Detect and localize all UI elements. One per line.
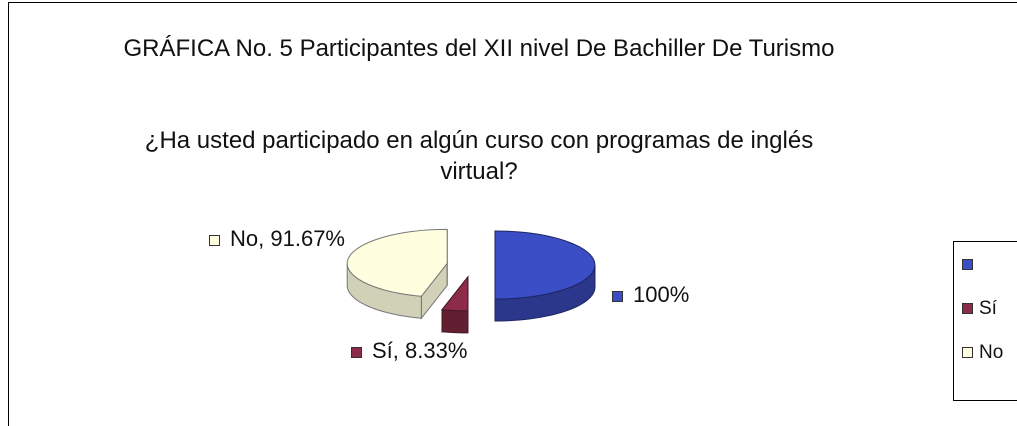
data-label: 100% [612,281,752,309]
legend-key [962,303,973,315]
label-key [209,234,221,246]
pie-slice [494,230,596,300]
legend-label: No [979,342,1004,363]
legend-key [962,347,973,359]
pie-slice [441,275,469,312]
label-key [351,346,362,358]
label-key [612,290,623,302]
pie-slice [346,228,448,297]
pie-area [346,228,596,334]
chart-title: GRÁFICA No. 5 Participantes del XII nive… [123,35,835,62]
legend: Sí No [953,241,1017,401]
chart-subtitle: ¿Ha usted participado en algún curso con… [144,127,814,185]
data-label-text: Sí, 8.33% [372,338,468,363]
data-label: Sí, 8.33% [351,337,551,365]
legend-item: No [962,342,1003,364]
data-label: No, 91.67% [205,225,345,253]
legend-item [962,254,979,276]
legend-item: Sí [962,298,997,320]
legend-key [962,259,973,271]
slice-side [441,309,469,334]
chart: GRÁFICA No. 5 Participantes del XII nive… [8,2,1017,426]
data-label-text: 100% [633,282,690,307]
data-label-text: No, 91.67% [230,226,345,251]
legend-label: Sí [979,298,997,319]
